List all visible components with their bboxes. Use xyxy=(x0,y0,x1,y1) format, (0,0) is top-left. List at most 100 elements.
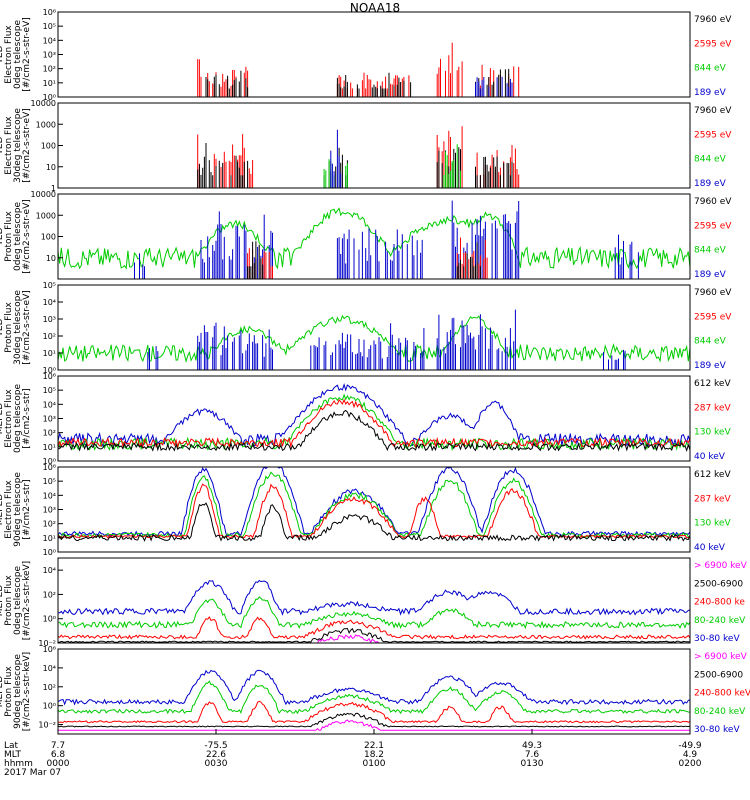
panel-4-ytick-label: 10⁵ xyxy=(43,281,56,290)
panel-2-ytick-label: 10 xyxy=(46,163,56,172)
panel-5-legend-entry: 287 keV xyxy=(694,403,731,413)
x-tick-label: 7.7 xyxy=(51,741,65,751)
panel-1-frame xyxy=(57,11,691,98)
panel-7-ytick-label: 10⁰ xyxy=(43,615,56,624)
panel-4-legend-entry: 7960 eV xyxy=(694,288,732,298)
panel-8-frame xyxy=(57,648,691,735)
panel-3-ytick-label: 10 xyxy=(46,254,56,263)
panel-6-ytick-label: 10⁰ xyxy=(43,548,56,557)
panel-7-legend-entry: 30-80 keV xyxy=(694,634,740,644)
panel-1-legend-entry: 844 eV xyxy=(694,64,727,74)
panel-6-legend-entry: 287 keV xyxy=(694,494,731,504)
panel-6-legend-entry: 612 keV xyxy=(694,470,731,480)
panel-7-ylabel: MEPEDProton Flux0deg telescope[#/cm2-s-s… xyxy=(0,561,32,640)
panel-1-legend-entry: 189 eV xyxy=(694,88,727,98)
panel-8-legend-entry: 2500-6900 xyxy=(694,670,743,680)
panel-1-ytick-label: 10³ xyxy=(43,51,56,60)
x-tick-label: 22.1 xyxy=(364,741,384,751)
panel-8-series-magenta xyxy=(58,719,690,731)
panel-6-ytick-label: 10² xyxy=(43,520,56,529)
x-tick-label: -75.5 xyxy=(204,741,227,751)
panel-6-ytick-label: 10⁶ xyxy=(43,463,56,472)
panel-1-ylabel: TEDElectron Flux0deg telescope[#/cm2-s-s… xyxy=(0,17,32,92)
panel-7-ytick-label: 10⁴ xyxy=(43,566,56,575)
panel-4-legend-entry: 189 eV xyxy=(694,361,727,371)
panel-2-legend-entry: 2595 eV xyxy=(694,130,732,140)
panel-4-ytick-label: 10¹ xyxy=(43,349,56,358)
panel-3-ytick-label: 100 xyxy=(41,233,56,242)
panel-1-ytick-label: 10¹ xyxy=(43,79,56,88)
x-row-label: MLT xyxy=(4,750,22,760)
panel-5-ytick-label: 10⁶ xyxy=(43,372,56,381)
panel-4: 10⁰ 10¹ 10² 10³ 10⁴ 10⁵ TEDProton Flux30deg te… xyxy=(0,281,732,375)
panel-4-series-green xyxy=(57,314,691,364)
panel-1-series-blue xyxy=(475,76,513,97)
panel-2-series-blue xyxy=(330,129,342,188)
panel-7-frame xyxy=(57,557,691,644)
panel-5-frame xyxy=(57,375,691,462)
panel-7-legend-entry: 2500-6900 xyxy=(694,579,743,589)
panel-5-legend-entry: 130 keV xyxy=(694,428,731,438)
x-tick-label: 0200 xyxy=(679,759,702,769)
x-tick-label: 4.9 xyxy=(683,750,698,760)
panel-5-series-blue xyxy=(57,383,691,448)
panel-1-ytick-label: 10² xyxy=(43,65,56,74)
x-tick-label: 7.6 xyxy=(525,750,540,760)
panel-8-ylabel: MEPEDProton Flux90deg telescope[#/cm2-s-… xyxy=(0,652,32,731)
x-tick-label: 49.3 xyxy=(522,741,542,751)
panel-3-series-black xyxy=(247,241,481,279)
x-row-label: hhmm xyxy=(4,759,33,769)
panel-4-legend-entry: 844 eV xyxy=(694,337,727,347)
panel-3-ytick-label: 10000 xyxy=(31,190,56,199)
x-tick-label: -49.9 xyxy=(678,741,702,751)
panel-5-series-black xyxy=(57,409,691,452)
panel-2-ytick-label: 100 xyxy=(41,142,56,151)
panel-6-ytick-label: 10⁵ xyxy=(43,477,56,486)
panel-6-ytick-label: 10⁴ xyxy=(43,491,56,500)
panel-8-ytick-label: 10² xyxy=(43,683,56,692)
panel-8: 10⁻² 10⁰ 10² 10⁴ 10⁶ MEPEDProton Flux90deg te… xyxy=(0,645,750,735)
x-tick-label: 6.8 xyxy=(51,750,66,760)
panel-3-legend-entry: 7960 eV xyxy=(694,197,732,207)
panel-5-legend-entry: 612 keV xyxy=(694,379,731,389)
panel-3-legend-entry: 2595 eV xyxy=(694,221,732,231)
panel-5-ytick-label: 10⁴ xyxy=(43,400,56,409)
panel-8-ytick-label: 10⁶ xyxy=(43,645,56,654)
panel-3-series-green xyxy=(57,207,691,270)
panel-3-legend-entry: 844 eV xyxy=(694,246,727,256)
panel-7-legend-entry: 80-240 keV xyxy=(694,616,746,626)
panel-2-frame xyxy=(57,102,691,189)
x-tick-label: 0130 xyxy=(521,759,544,769)
panel-6: 10⁰ 10¹ 10² 10³ 10⁴ 10⁵ 10⁶ MEPEDElectron Flux9… xyxy=(0,463,731,557)
panel-2-ytick-label: 10000 xyxy=(31,99,56,108)
panel-7-ytick-label: 10⁻² xyxy=(38,639,56,648)
panel-7-series-red xyxy=(57,616,691,640)
panel-6-ytick-label: 10¹ xyxy=(43,534,56,543)
panel-5-ytick-label: 10⁵ xyxy=(43,386,56,395)
panel-6-ylabel: MEPEDElectron Flux90deg telescope[#/cm2-… xyxy=(0,472,32,547)
panel-1: 10⁰ 10¹ 10² 10³ 10⁴ 10⁵ 10⁶ TEDElectron Flux0de… xyxy=(0,8,732,102)
panel-2-series-black xyxy=(197,143,513,188)
panel-5-ytick-label: 10² xyxy=(43,429,56,438)
x-tick-label: 18.2 xyxy=(364,750,384,760)
panel-6-series-blue xyxy=(57,466,691,537)
panel-6-legend-entry: 40 keV xyxy=(694,543,726,553)
panel-6-series-red xyxy=(57,483,691,540)
panel-1-ytick-label: 10⁴ xyxy=(43,36,56,45)
panel-8-ytick-label: 10⁴ xyxy=(43,664,56,673)
panel-6-ytick-label: 10³ xyxy=(43,506,56,515)
panel-1-ytick-label: 10⁵ xyxy=(43,22,56,31)
panel-5-ylabel: MEPEDElectron Flux0deg telescope[#/cm2-s… xyxy=(0,384,32,454)
panel-2-ytick-label: 1 xyxy=(51,184,56,193)
panel-7-series-green xyxy=(57,596,691,630)
panel-7-legend-entry: > 6900 keV xyxy=(694,561,748,571)
panel-4-ytick-label: 10³ xyxy=(43,315,56,324)
panel-2-series-red xyxy=(197,126,520,188)
panel-2-ylabel: TEDElectron Flux30deg telescope[#/cm2-s-… xyxy=(0,108,32,183)
panel-1-legend-entry: 2595 eV xyxy=(694,39,732,49)
panel-1-ytick-label: 10⁰ xyxy=(43,93,56,102)
panel-2-legend-entry: 844 eV xyxy=(694,155,727,165)
panel-7-series-black xyxy=(57,627,691,643)
